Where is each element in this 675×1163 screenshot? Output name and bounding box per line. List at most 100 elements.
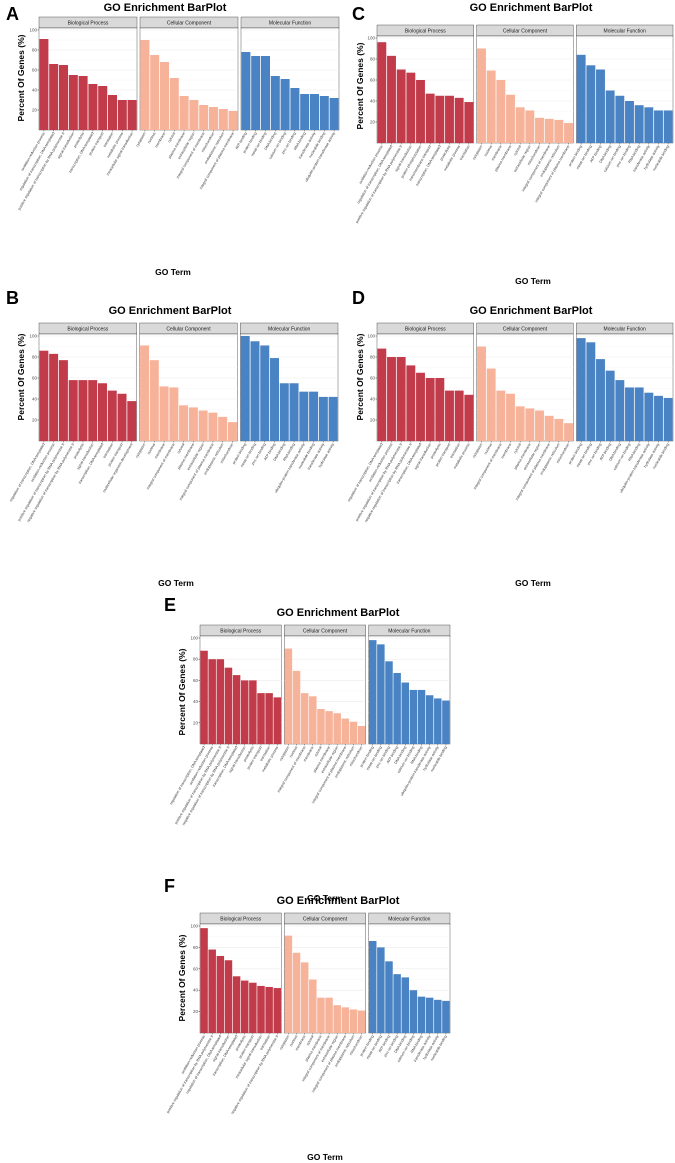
bar <box>284 935 293 1033</box>
y-axis-label: Percent Of Genes (%) <box>16 34 26 121</box>
bar <box>208 107 219 130</box>
bar <box>464 102 474 143</box>
y-tick-label: 100 <box>190 924 198 929</box>
x-tick-label: nucleus <box>147 131 157 144</box>
panel-label: E <box>164 595 176 615</box>
bar <box>625 387 634 441</box>
x-tick-label: positive regulation of transcription by … <box>17 132 65 211</box>
bar <box>257 693 265 744</box>
bar <box>554 119 564 143</box>
panel-label: B <box>6 288 19 308</box>
bar <box>200 928 208 1033</box>
x-tick-label: translation <box>103 132 115 148</box>
bar <box>435 95 445 143</box>
bar <box>506 94 515 143</box>
bar <box>615 380 625 441</box>
bar <box>357 725 366 744</box>
bar <box>49 64 59 130</box>
facet-title: Molecular Function <box>269 20 311 26</box>
x-axis-label: GO Term <box>307 1152 343 1162</box>
bar <box>625 101 634 143</box>
bar <box>224 960 233 1033</box>
y-tick-label: 60 <box>370 78 376 83</box>
bar <box>515 406 525 441</box>
x-tick-label: nucleus <box>289 1034 299 1047</box>
bar <box>554 418 564 441</box>
bar <box>496 390 506 441</box>
y-tick-label: 60 <box>193 678 199 683</box>
bar <box>299 391 309 441</box>
bar <box>98 86 108 130</box>
bar <box>435 378 445 441</box>
bar <box>564 423 573 441</box>
bar <box>140 345 150 441</box>
y-tick-label: 40 <box>32 397 38 402</box>
y-tick-label: 20 <box>370 120 376 125</box>
x-tick-label: translation <box>259 746 271 762</box>
facet-1: Cellular Componentcytoplasmnucleusmembra… <box>279 912 366 1093</box>
bar <box>127 100 137 130</box>
bar <box>240 980 249 1033</box>
y-tick-label: 100 <box>367 36 375 41</box>
bar <box>496 80 506 143</box>
bar <box>218 109 228 130</box>
y-tick-label: 60 <box>32 68 38 73</box>
bar <box>232 675 241 744</box>
y-tick-label: 100 <box>190 636 198 641</box>
x-axis-label: GO Term <box>515 276 551 286</box>
x-tick-label: regulation of transcription, DNA-templat… <box>9 443 46 503</box>
panel-c: C GO Enrichment BarPlot Percent Of Genes (… <box>352 2 674 286</box>
bar <box>179 96 189 130</box>
bar <box>486 368 496 441</box>
bar <box>240 336 250 441</box>
bar <box>417 996 426 1033</box>
bar <box>189 100 199 130</box>
x-tick-label: positive regulation of transcription by … <box>166 1035 214 1114</box>
bar <box>117 393 127 441</box>
bar <box>292 952 301 1033</box>
bar <box>377 42 387 144</box>
bar <box>159 62 170 130</box>
bar <box>159 386 169 441</box>
chart-title: GO Enrichment BarPlot <box>470 2 593 14</box>
bar <box>387 55 396 143</box>
x-tick-label: positive regulation of transcription by … <box>17 443 65 522</box>
bar <box>644 392 654 441</box>
bar <box>385 961 393 1033</box>
chart-title: GO Enrichment BarPlot <box>277 895 400 907</box>
bar <box>280 79 290 130</box>
x-tick-label: translation <box>259 1035 271 1051</box>
x-tick-label: regulation of transcription, DNA-templat… <box>347 443 384 503</box>
bar <box>228 111 238 130</box>
bar <box>270 76 280 130</box>
bar <box>387 357 396 441</box>
facet-title: Cellular Component <box>303 628 348 634</box>
bar <box>198 410 208 441</box>
bar <box>249 680 257 744</box>
bar <box>535 117 544 143</box>
bar <box>251 56 261 130</box>
bar <box>409 689 418 744</box>
bar <box>309 94 320 130</box>
chart-title: GO Enrichment BarPlot <box>104 2 227 14</box>
bar <box>39 350 49 441</box>
bar <box>464 394 474 441</box>
bar <box>107 390 117 441</box>
y-tick-label: 40 <box>370 397 376 402</box>
bar <box>39 39 49 130</box>
bar <box>615 95 625 143</box>
bar <box>265 693 273 744</box>
facet-title: Cellular Component <box>303 916 348 922</box>
bar <box>663 110 673 143</box>
bar <box>406 365 416 441</box>
bar <box>605 370 615 441</box>
bar <box>454 390 464 441</box>
bar <box>88 84 98 130</box>
